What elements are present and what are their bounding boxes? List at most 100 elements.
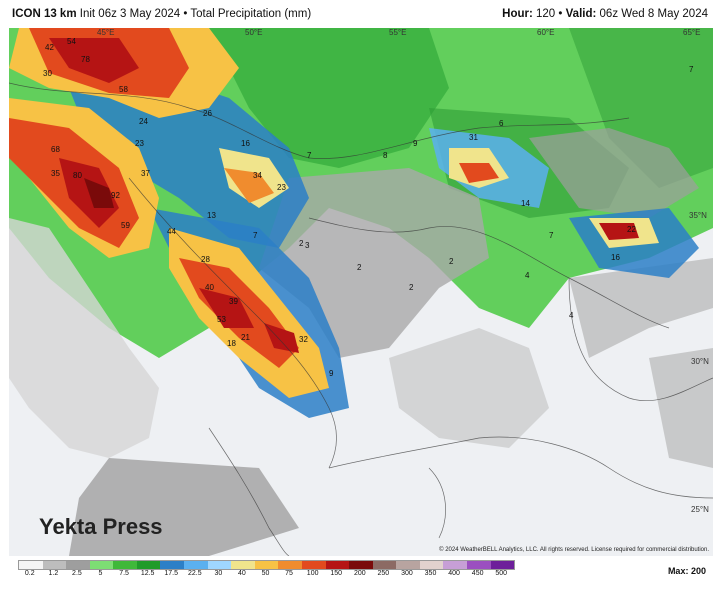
init-time: Init 06z 3 May 2024 [79, 8, 181, 20]
grid-label: 25°N [691, 505, 709, 514]
precip-value-label: 7 [549, 231, 554, 240]
copyright-notice: © 2024 WeatherBELL Analytics, LLC. All r… [439, 547, 709, 553]
legend-swatch [372, 561, 397, 569]
precip-value-label: 92 [111, 191, 120, 200]
precip-value-label: 3 [305, 241, 310, 250]
model-name: ICON 13 km [12, 8, 77, 20]
grid-label: 50°E [245, 28, 262, 37]
legend-colorbar [18, 560, 515, 570]
precip-value-label: 34 [253, 171, 262, 180]
legend-swatch [66, 561, 90, 569]
precip-value-label: 9 [329, 369, 334, 378]
legend-tick-label: 0.2 [24, 570, 35, 577]
legend-tick-label: 22.5 [187, 570, 202, 577]
precip-value-label: 2 [357, 263, 362, 272]
legend-tick-label: 30 [214, 570, 223, 577]
legend-swatch [301, 561, 326, 569]
precip-value-label: 24 [139, 117, 148, 126]
grid-label: 65°E [683, 28, 700, 37]
precip-value-label: 18 [227, 339, 236, 348]
precip-value-label: 4 [525, 271, 530, 280]
legend-swatch [160, 561, 185, 569]
legend-swatch [419, 561, 444, 569]
precip-value-label: 16 [241, 139, 250, 148]
valid-value: 06z Wed 8 May 2024 [599, 8, 708, 20]
legend-tick-label: 400 [448, 570, 460, 577]
watermark: Yekta Press [9, 510, 219, 548]
product-name: Total Precipitation (mm) [190, 8, 312, 20]
precip-value-label: 7 [253, 231, 258, 240]
hour-label: Hour: [502, 8, 533, 20]
legend-tick-label: 250 [377, 570, 390, 577]
precip-value-label: 80 [73, 171, 82, 180]
legend-tick-label: 450 [471, 570, 484, 577]
precip-value-label: 59 [121, 221, 130, 230]
legend-tick-label: 40 [238, 570, 246, 577]
precip-value-label: 4 [569, 311, 574, 320]
grid-label: 35°N [689, 211, 707, 220]
legend-swatch [443, 561, 467, 569]
legend-swatch [349, 561, 373, 569]
legend-tick-label: 500 [495, 570, 508, 577]
precip-value-label: 58 [119, 85, 128, 94]
hour-value: 120 [536, 8, 556, 20]
max-label-text: Max: [667, 566, 689, 576]
legend-swatch [466, 561, 491, 569]
legend-swatch [231, 561, 255, 569]
separator: • [183, 8, 188, 20]
separator: • [558, 8, 563, 20]
max-value-text: 200 [690, 566, 706, 576]
legend-swatch [184, 561, 208, 569]
precip-value-label: 13 [207, 211, 216, 220]
legend-tick-label: 200 [353, 570, 366, 577]
legend-swatch [42, 561, 67, 569]
header-valid: Hour: 120 • Valid: 06z Wed 8 May 2024 [502, 8, 708, 20]
precip-value-label: 8 [383, 151, 388, 160]
grid-label: 45°E [97, 28, 114, 37]
legend-tick-label: 350 [424, 570, 437, 577]
precip-value-label: 37 [141, 169, 150, 178]
precip-value-label: 2 [449, 257, 454, 266]
legend-tick-label: 12.5 [140, 570, 155, 577]
legend-swatch [396, 561, 420, 569]
grid-label: 55°E [389, 28, 406, 37]
legend-swatch [490, 561, 515, 569]
precip-value-label: 23 [135, 139, 144, 148]
precip-value-label: 6 [499, 119, 504, 128]
legend-tick-label: 300 [401, 570, 413, 577]
legend-swatch [113, 561, 137, 569]
precip-value-label: 7 [689, 65, 694, 74]
precip-value-label: 39 [229, 297, 238, 306]
legend-tick-label: 17.5 [164, 570, 179, 577]
precip-value-label: 9 [413, 139, 418, 148]
map-header: ICON 13 km Init 06z 3 May 2024 • Total P… [0, 0, 720, 28]
legend-swatch [89, 561, 114, 569]
precip-value-label: 16 [611, 253, 620, 262]
legend-tick-label: 2.5 [72, 570, 82, 577]
precip-value-label: 2 [409, 283, 414, 292]
precip-value-label: 23 [277, 183, 286, 192]
legend-swatch [136, 561, 161, 569]
legend-tick-label: 7.5 [119, 570, 129, 577]
max-value: Max: 200 [668, 566, 706, 576]
map-canvas: 50°E 55°E 60°E 65°E 45°E 35°N 30°N 25°N … [9, 28, 713, 556]
precip-value-label: 35 [51, 169, 60, 178]
precip-value-label: 78 [81, 55, 90, 64]
precipitation-map[interactable]: 50°E 55°E 60°E 65°E 45°E 35°N 30°N 25°N … [9, 28, 713, 556]
legend-swatch [19, 561, 43, 569]
precip-value-label: 21 [241, 333, 250, 342]
valid-label: Valid: [565, 8, 597, 20]
legend-swatch [207, 561, 232, 569]
precip-value-label: 7 [307, 151, 312, 160]
legend-swatch [254, 561, 279, 569]
legend-tick-label: 150 [330, 570, 343, 577]
legend-tick-label: 75 [285, 570, 293, 577]
grid-label: 60°E [537, 28, 554, 37]
grid-label: 30°N [691, 357, 709, 366]
legend-swatch [325, 561, 350, 569]
precip-value-label: 68 [51, 145, 60, 154]
legend-tick-label: 100 [306, 570, 319, 577]
legend-tick-label: 1.2 [48, 570, 59, 577]
precip-value-label: 53 [217, 315, 226, 324]
